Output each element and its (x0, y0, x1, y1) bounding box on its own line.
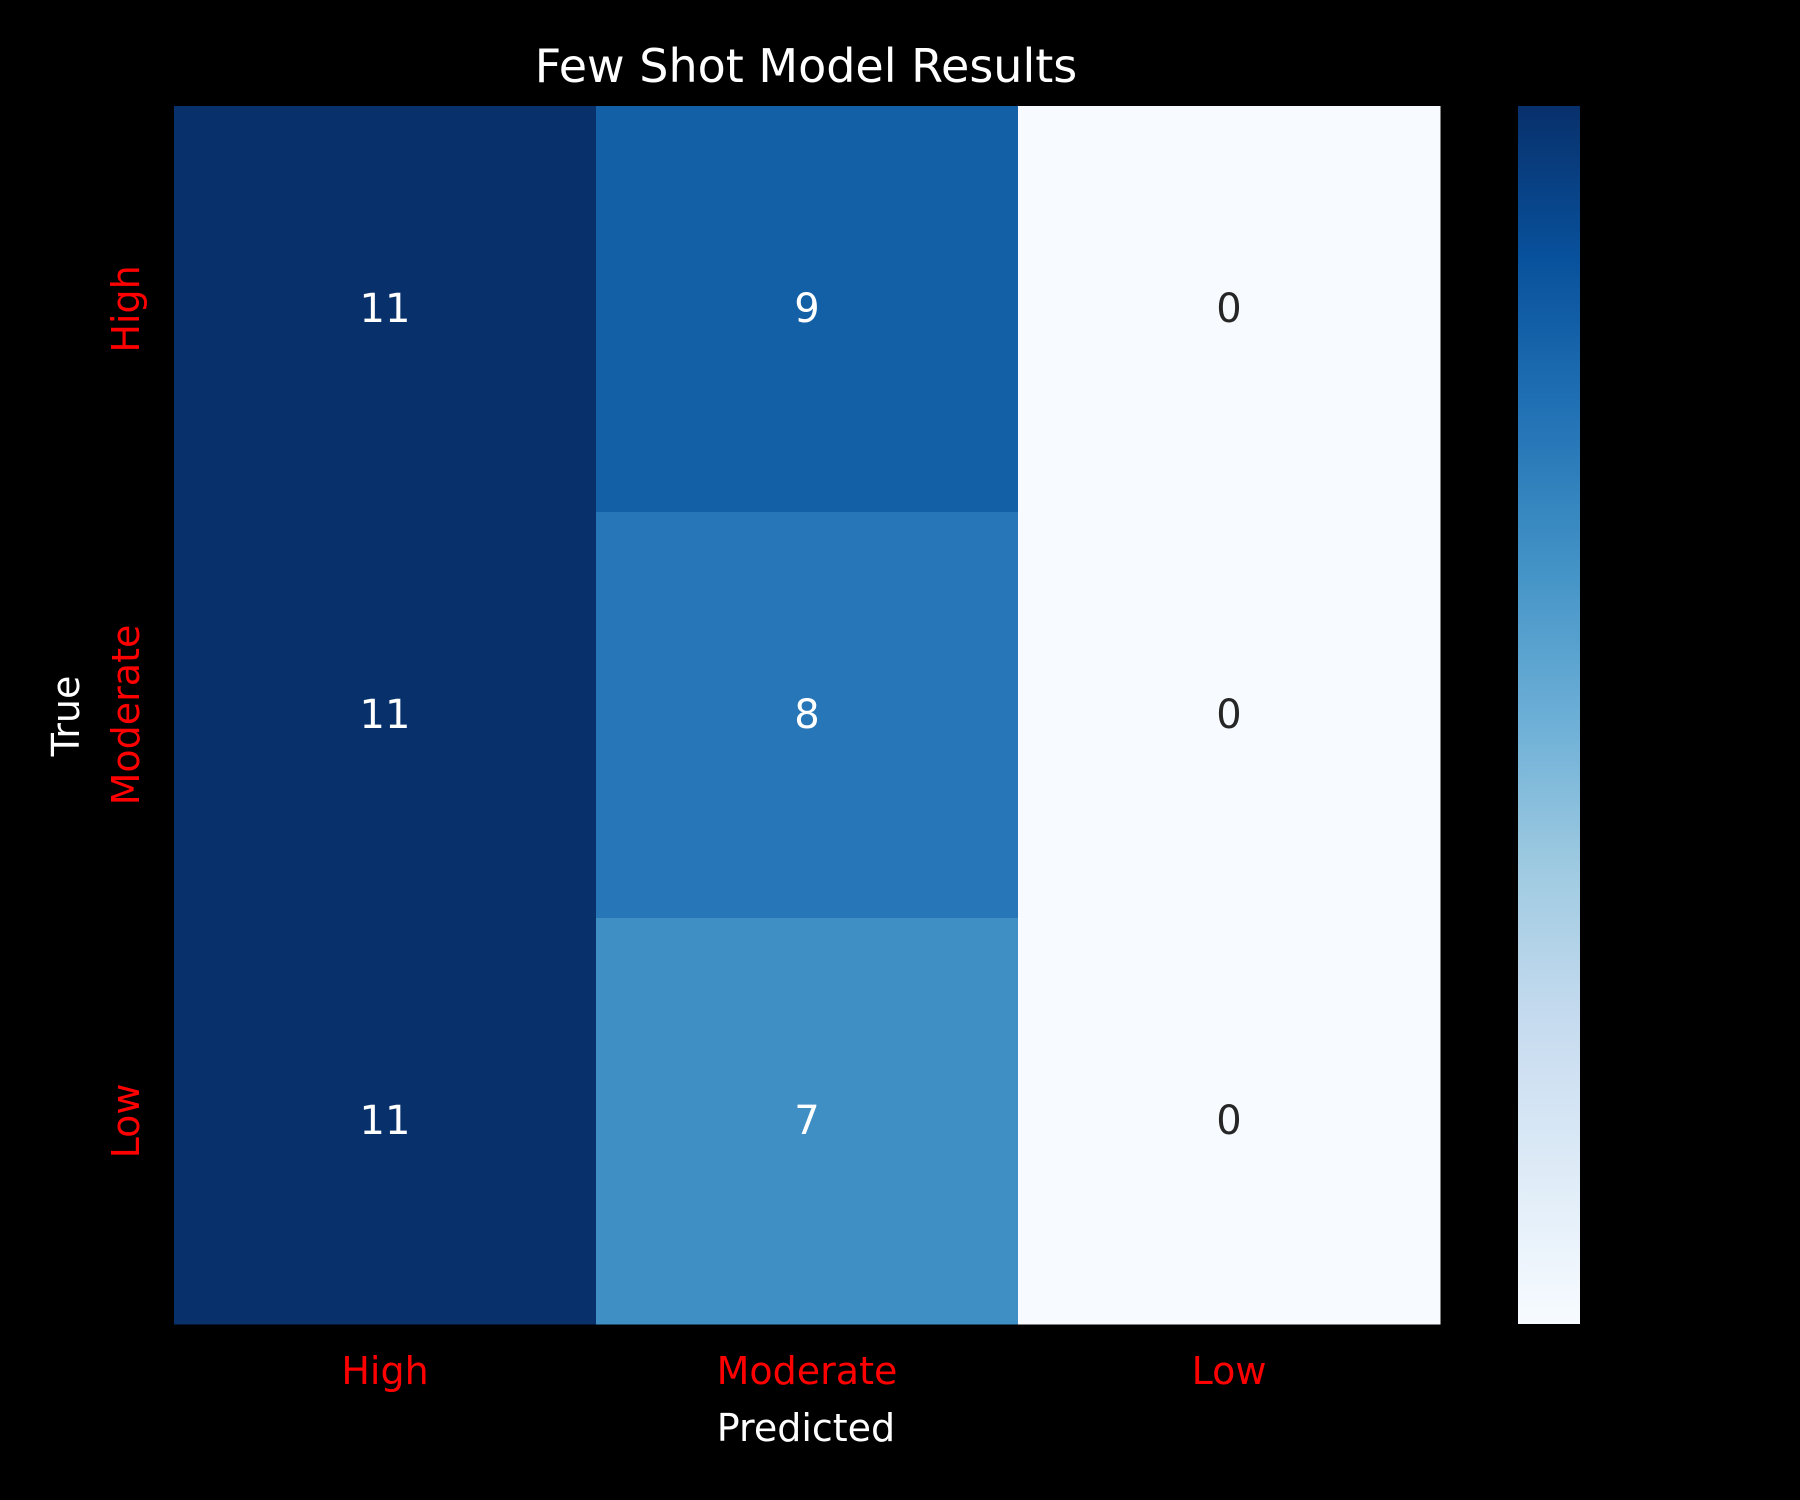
y-tick-label: High (104, 265, 148, 352)
heatmap-cell (596, 512, 1019, 919)
chart-title: Few Shot Model Results (535, 39, 1077, 93)
heatmap-cell (596, 106, 1019, 513)
x-tick-label: High (341, 1349, 428, 1393)
cell-value-label: 11 (360, 692, 411, 738)
heatmap-cells (174, 106, 1441, 1325)
y-tick-label: Moderate (104, 625, 148, 806)
heatmap-cell (174, 918, 597, 1325)
heatmap-cell (1018, 106, 1441, 513)
cell-value-label: 0 (1216, 286, 1241, 332)
x-tick-label: Moderate (717, 1349, 898, 1393)
heatmap-cell (596, 918, 1019, 1325)
cell-value-label: 7 (794, 1098, 819, 1144)
y-tick-label: Low (104, 1084, 148, 1159)
x-axis-label: Predicted (717, 1406, 895, 1450)
cell-value-label: 8 (794, 692, 819, 738)
cell-value-label: 0 (1216, 692, 1241, 738)
heatmap-cell (1018, 918, 1441, 1325)
y-axis-label: True (44, 676, 88, 758)
heatmap-cell (174, 106, 597, 513)
y-axis-ticks: High Moderate Low (104, 265, 148, 1158)
heatmap-cell (174, 512, 597, 919)
heatmap-cell (1018, 512, 1441, 919)
colorbar (1518, 106, 1580, 1324)
cell-value-label: 11 (360, 1098, 411, 1144)
x-tick-label: Low (1192, 1349, 1267, 1393)
cell-value-label: 11 (360, 286, 411, 332)
x-axis-ticks: High Moderate Low (341, 1349, 1266, 1393)
cell-value-label: 0 (1216, 1098, 1241, 1144)
heatmap-cell-labels: 11 9 0 11 8 0 11 7 0 (360, 286, 1242, 1144)
cell-value-label: 9 (794, 286, 819, 332)
